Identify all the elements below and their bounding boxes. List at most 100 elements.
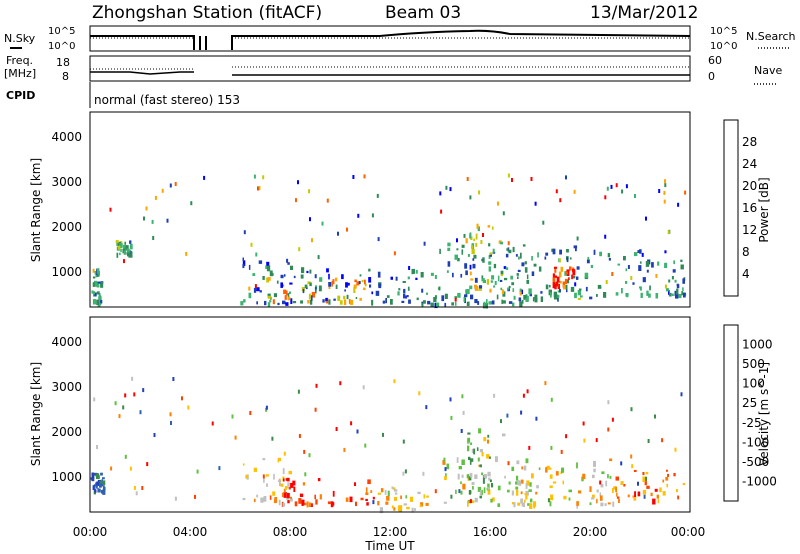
radar-echo-cell [631,464,634,469]
radar-echo-cell [476,447,479,451]
radar-echo-cell [681,291,684,296]
radar-echo-cell [265,405,268,410]
radar-echo-cell [467,445,470,452]
radar-echo-cell [645,471,649,475]
radar-echo-cell [471,482,475,485]
radar-echo-cell [642,277,646,283]
radar-echo-cell [153,433,156,437]
radar-echo-cell [315,499,318,505]
radar-echo-cell [390,276,393,280]
radar-echo-cell [570,257,572,260]
radar-echo-cell [563,495,567,500]
radar-echo-cell [613,486,617,490]
radar-echo-cell [438,286,441,291]
radar-echo-cell [298,247,301,252]
radar-echo-cell [518,480,522,486]
radar-echo-cell [307,281,311,285]
radar-echo-cell [264,300,267,306]
radar-echo-cell [534,298,538,303]
radar-echo-cell [99,483,104,487]
radar-echo-cell [419,504,422,508]
radar-echo-cell [559,198,562,203]
radar-echo-cell [265,407,268,412]
radar-echo-cell [565,434,568,439]
radar-echo-cell [365,487,368,493]
radar-echo-cell [647,439,650,443]
radar-echo-cell [368,268,371,272]
radar-echo-cell [315,383,318,388]
radar-echo-cell [306,501,309,508]
colorbar-tick: 20 [742,179,757,193]
radar-echo-cell [282,502,286,507]
radar-echo-cell [386,495,390,501]
radar-echo-cell [508,249,512,254]
radar-echo-cell [626,293,629,298]
radar-echo-cell [676,284,680,289]
radar-echo-cell [607,502,611,505]
radar-echo-cell [411,269,414,275]
radar-echo-cell [460,481,462,485]
radar-echo-cell [280,483,284,487]
radar-echo-cell [573,245,578,249]
radar-echo-cell [127,249,130,253]
colorbar-tick: -100 [742,435,769,449]
radar-echo-cell [91,290,94,294]
radar-echo-cell [566,279,570,284]
radar-echo-cell [285,302,289,306]
radar-echo-cell [284,486,287,490]
radar-echo-cell [434,295,437,300]
power-ytick: 1000 [51,265,82,279]
radar-echo-cell [517,276,519,279]
radar-echo-cell [544,256,547,260]
radar-echo-cell [501,299,503,305]
radar-echo-cell [288,486,291,490]
radar-echo-cell [450,494,453,499]
radar-echo-cell [508,285,511,289]
radar-echo-cell [286,290,288,296]
radar-echo-cell [337,231,339,236]
radar-echo-cell [363,287,366,291]
radar-echo-cell [145,206,148,211]
radar-echo-cell [454,296,457,299]
radar-echo-cell [521,466,524,470]
radar-echo-cell [473,448,476,455]
radar-echo-cell [95,273,98,278]
radar-echo-cell [553,294,558,300]
radar-echo-cell [623,256,626,261]
radar-echo-cell [491,497,495,502]
radar-echo-cell [550,292,552,298]
radar-echo-cell [297,180,299,185]
radar-echo-cell [118,245,121,250]
radar-echo-cell [377,492,381,495]
radar-echo-cell [234,435,237,440]
radar-echo-cell [294,501,298,507]
power-ytick: 4000 [51,130,82,144]
radar-echo-cell [359,274,362,277]
radar-echo-cell [96,291,100,295]
radar-echo-cell [356,429,359,434]
radar-echo-cell [662,479,665,483]
radar-echo-cell [282,468,285,474]
radar-echo-cell [633,495,637,501]
radar-echo-cell [96,299,99,305]
radar-echo-cell [488,255,491,259]
radar-echo-cell [283,451,286,456]
radar-echo-cell [426,292,428,295]
radar-echo-cell [596,498,598,504]
radar-echo-cell [447,261,451,267]
radar-echo-cell [100,300,103,304]
radar-echo-cell [515,254,518,257]
radar-echo-cell [295,198,297,203]
radar-echo-cell [402,439,405,444]
radar-echo-cell [503,266,507,269]
radar-echo-cell [392,487,396,490]
radar-echo-cell [659,487,662,493]
radar-echo-cell [470,236,473,240]
radar-echo-cell [354,482,356,486]
radar-echo-cell [364,443,367,448]
nsky-label: N.Sky [4,32,36,45]
radar-echo-cell [512,288,515,292]
radar-echo-cell [580,295,583,298]
radar-echo-cell [682,483,686,486]
